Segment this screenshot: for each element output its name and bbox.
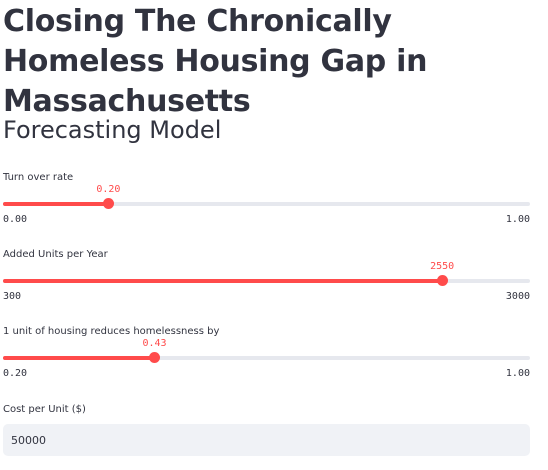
reduction-factor-slider-block: 1 unit of housing reduces homelessness b…: [3, 325, 530, 389]
slider-current-value: 0.20: [96, 184, 121, 195]
slider-label: 1 unit of housing reduces homelessness b…: [3, 326, 220, 337]
section-title: Forecasting Model: [3, 116, 222, 144]
slider-fill: [3, 202, 109, 206]
slider-label: Added Units per Year: [3, 249, 108, 260]
slider-max-value: 3000: [505, 291, 530, 302]
slider-current-value: 2550: [430, 261, 455, 272]
slider-min-value: 300: [3, 291, 22, 302]
slider-fill: [3, 279, 443, 283]
slider-track[interactable]: 0.43: [3, 338, 530, 363]
slider-thumb[interactable]: [149, 352, 160, 363]
turnover-rate-slider-block: Turn over rate 0.20 0.00 1.00: [3, 171, 530, 235]
added-units-slider-block: Added Units per Year 2550 300 3000: [3, 248, 530, 312]
slider-fill: [3, 356, 155, 360]
slider-thumb[interactable]: [102, 198, 114, 209]
slider-max-value: 1.00: [505, 214, 530, 225]
slider-max-value: 1.00: [505, 368, 530, 379]
slider-label: Turn over rate: [3, 172, 74, 183]
cost-per-unit-label: Cost per Unit ($): [3, 404, 86, 415]
page-title: Closing The Chronically Homeless Housing…: [3, 4, 428, 119]
slider-track[interactable]: 0.20: [3, 184, 530, 209]
slider-current-value: 0.43: [142, 338, 167, 349]
slider-min-value: 0.00: [3, 214, 28, 225]
slider-min-value: 0.20: [3, 368, 28, 379]
slider-track[interactable]: 2550: [3, 261, 530, 286]
cost-per-unit-input[interactable]: [3, 424, 530, 456]
cost-per-unit-block: Cost per Unit ($): [3, 403, 530, 456]
slider-thumb[interactable]: [436, 275, 448, 286]
